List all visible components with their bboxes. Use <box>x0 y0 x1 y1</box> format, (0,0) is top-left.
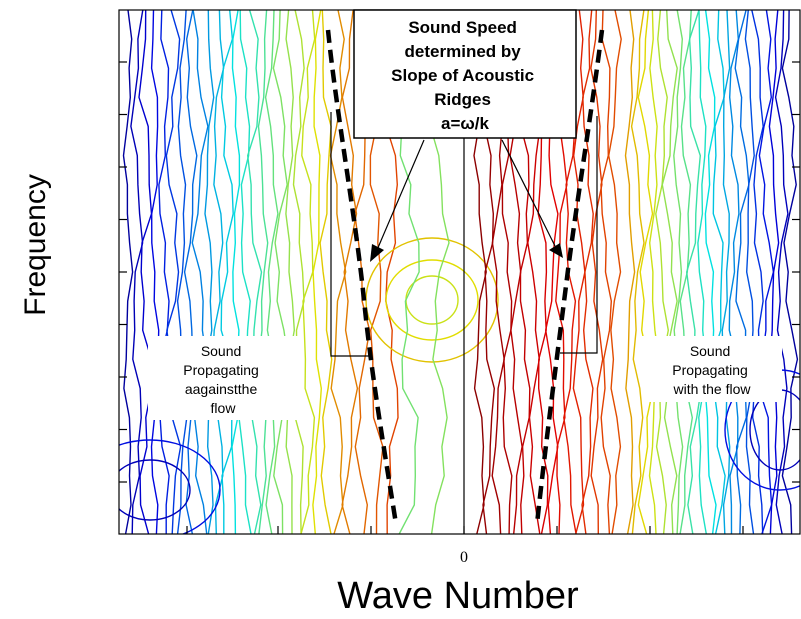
x-tick-label-zero: 0 <box>460 549 468 566</box>
contour-line <box>119 459 191 521</box>
contour-line <box>292 10 305 534</box>
left-note-bracket <box>330 112 370 357</box>
right-note-line-2: Propagating <box>672 362 748 378</box>
contour-line <box>272 10 289 534</box>
contour-line <box>245 10 263 534</box>
contour-lines <box>119 10 800 534</box>
contour-line <box>319 10 333 534</box>
left-note-line-2: Propagating <box>183 362 259 378</box>
left-note-box <box>148 336 298 420</box>
contour-line <box>697 10 707 534</box>
right-arrowhead <box>549 243 563 258</box>
contour-line <box>191 10 209 534</box>
left-note-line-4: flow <box>211 400 237 416</box>
contour-line <box>231 10 241 534</box>
contour-line <box>630 10 645 534</box>
left-note-line-1: Sound <box>201 343 241 359</box>
svg-text:Sound Speed determined by: Sound Speed determined by Slope of Acous… <box>391 18 539 133</box>
y-axis-title: Frequency <box>19 174 52 316</box>
contour-line <box>285 10 296 534</box>
title-line-1: Sound Speed <box>408 18 517 37</box>
contour-line <box>204 10 215 534</box>
right-note-box <box>642 336 782 402</box>
right-note-bracket <box>560 116 598 354</box>
right-note-line-3: with the flow <box>672 381 751 397</box>
contour-line <box>781 10 799 534</box>
title-line-2: determined by <box>405 42 522 61</box>
contour-line <box>329 10 347 534</box>
contour-line <box>751 10 764 534</box>
contour-line <box>581 10 594 534</box>
left-note-line-3: aagainstthe <box>185 381 258 397</box>
left-acoustic-ridge <box>325 29 399 525</box>
contour-line <box>721 10 731 534</box>
right-note-line-1: Sound <box>690 343 730 359</box>
right-acoustic-ridge <box>534 29 605 525</box>
contour-line <box>385 259 479 341</box>
contour-line <box>637 10 654 534</box>
x-axis-title: Wave Number <box>337 575 579 617</box>
contour-line <box>661 10 678 534</box>
contour-line <box>257 10 269 534</box>
contour-line <box>590 10 604 534</box>
contour-line <box>744 10 755 534</box>
contour-line <box>648 10 660 534</box>
right-arrow <box>501 139 556 247</box>
contour-line <box>119 439 221 534</box>
title-line-4: Ridges <box>434 90 491 109</box>
contour-line <box>158 10 170 534</box>
title-box <box>353 9 577 139</box>
contour-line <box>264 10 279 534</box>
svg-text:Sound Propagating with: Sound Propagating with the flow <box>672 343 751 397</box>
contour-line <box>183 10 198 534</box>
contour-line <box>176 10 188 534</box>
axis-ticks <box>119 61 800 534</box>
title-line-3: Slope of Acoustic <box>391 66 534 85</box>
contour-line <box>150 10 160 534</box>
contour-line <box>768 10 780 534</box>
contour-line <box>704 10 717 534</box>
contour-line <box>220 10 234 534</box>
left-arrowhead <box>370 244 384 262</box>
contour-line <box>312 10 323 534</box>
contour-line <box>655 10 670 534</box>
contour-line <box>238 10 252 534</box>
contour-line <box>138 10 153 534</box>
contour-line <box>341 10 359 534</box>
contour-line <box>130 10 144 534</box>
contour-line <box>673 10 684 534</box>
contour-line <box>212 10 225 534</box>
contour-line <box>734 10 750 534</box>
contour-line <box>165 10 182 534</box>
contour-line <box>122 10 134 534</box>
contour-line <box>774 10 789 534</box>
contour-line <box>728 10 740 534</box>
contour-line <box>600 10 613 534</box>
svg-text:Sound Propagating aaga: Sound Propagating aagainstthe flow <box>183 343 262 416</box>
contour-line <box>624 10 636 534</box>
contour-line <box>607 10 622 534</box>
left-arrow <box>376 139 425 251</box>
title-line-5: a=ω/k <box>441 114 489 133</box>
contour-line <box>685 10 703 534</box>
